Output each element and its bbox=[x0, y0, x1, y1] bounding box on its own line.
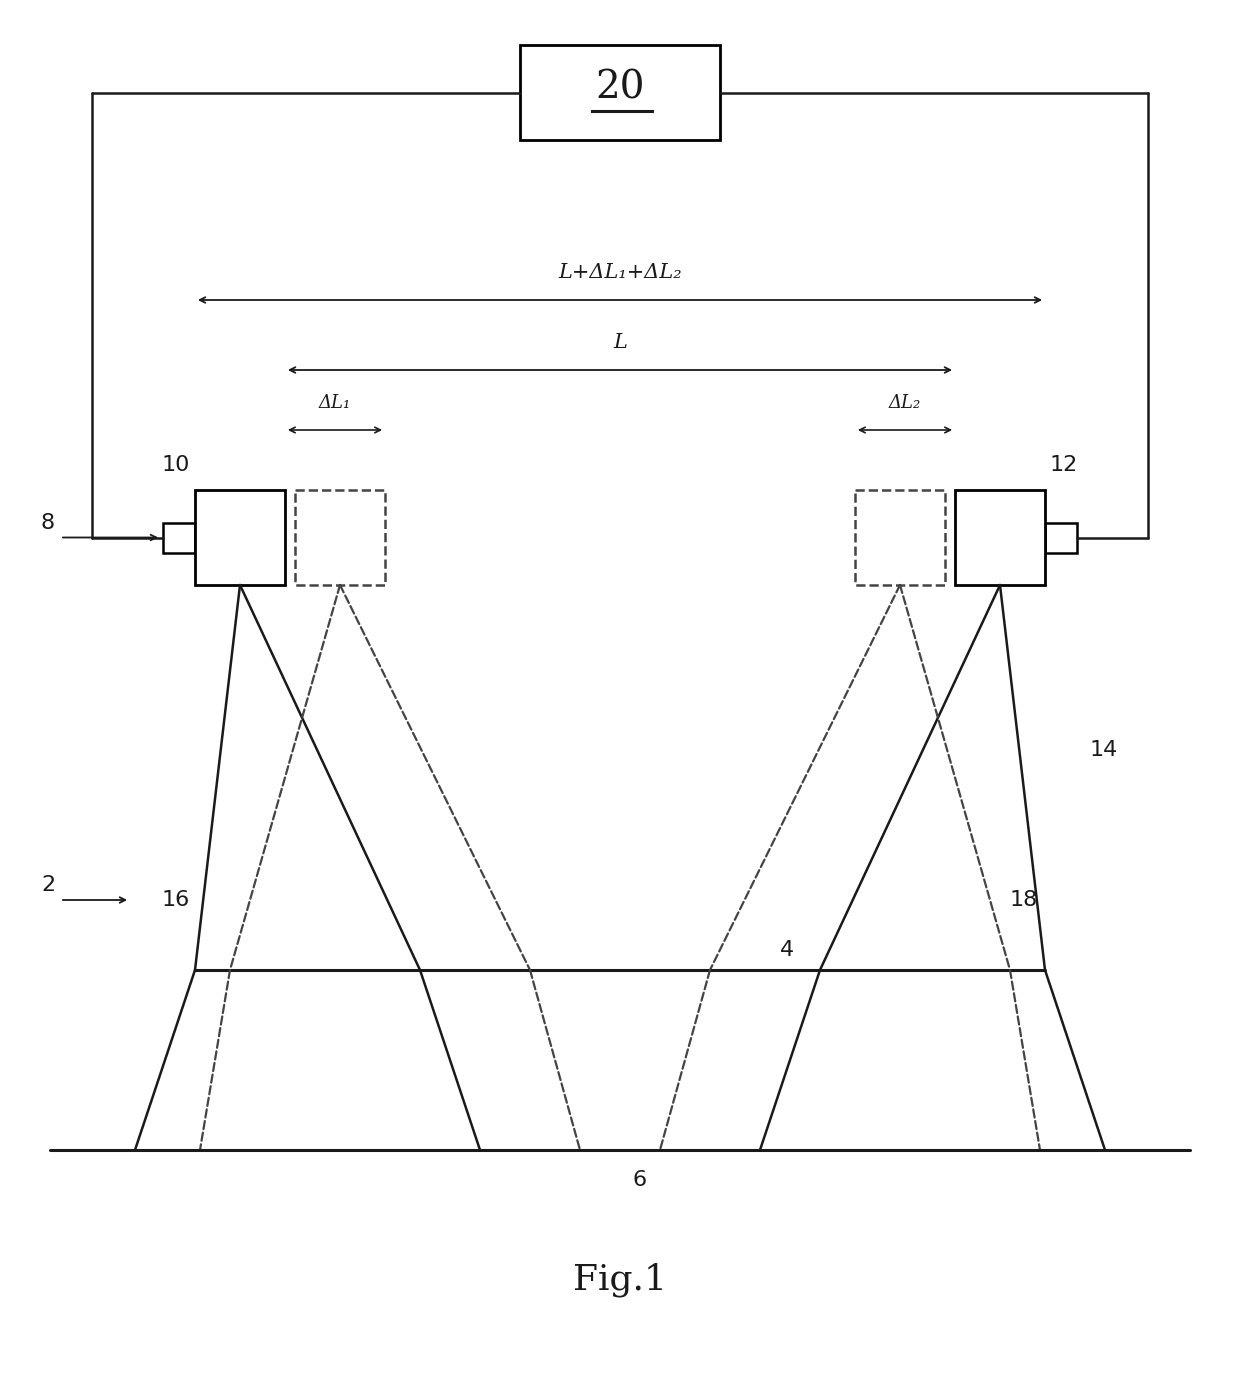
Text: 12: 12 bbox=[1050, 455, 1079, 475]
Bar bbox=[520, 45, 720, 140]
Bar bbox=[955, 490, 1045, 585]
Text: L: L bbox=[613, 333, 627, 352]
Text: 4: 4 bbox=[780, 940, 794, 960]
Text: ΔL₁: ΔL₁ bbox=[319, 394, 351, 411]
Text: 14: 14 bbox=[1090, 740, 1118, 760]
Text: 18: 18 bbox=[1011, 890, 1038, 910]
Bar bbox=[1045, 523, 1078, 553]
Text: ΔL₂: ΔL₂ bbox=[889, 394, 921, 411]
Text: 6: 6 bbox=[632, 1170, 647, 1190]
Bar bbox=[195, 490, 285, 585]
Text: 20: 20 bbox=[595, 69, 645, 106]
Text: Fig.1: Fig.1 bbox=[573, 1263, 667, 1298]
Text: 16: 16 bbox=[161, 890, 190, 910]
Bar bbox=[856, 490, 945, 585]
Bar bbox=[295, 490, 384, 585]
Text: 2: 2 bbox=[41, 875, 55, 894]
Text: L+ΔL₁+ΔL₂: L+ΔL₁+ΔL₂ bbox=[558, 263, 682, 282]
Text: 10: 10 bbox=[161, 455, 190, 475]
Bar bbox=[162, 523, 195, 553]
Text: 8: 8 bbox=[41, 512, 55, 533]
